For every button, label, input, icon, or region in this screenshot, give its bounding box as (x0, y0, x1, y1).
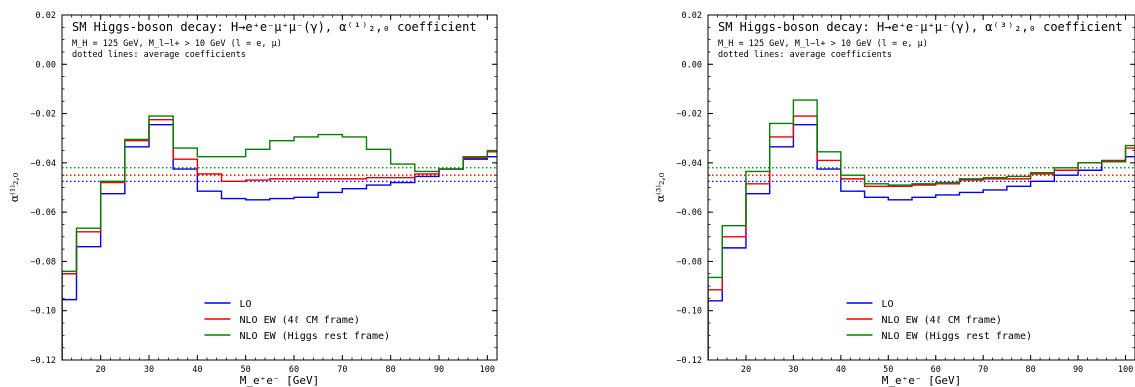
plot-area (708, 99, 1135, 360)
y-tick-label: −0.12 (676, 356, 702, 366)
x-tick-label: 80 (386, 365, 396, 375)
legend-label: LO (240, 299, 252, 310)
series-line (708, 99, 1135, 360)
x-tick-label: 20 (741, 365, 751, 375)
x-tick-label: 80 (1025, 365, 1035, 375)
x-tick-label: 90 (434, 365, 444, 375)
x-tick-label: 40 (192, 365, 202, 375)
y-tick-label: −0.08 (676, 257, 702, 267)
legend-label: NLO EW (Higgs rest frame) (882, 331, 1033, 342)
y-tick-label: 0.00 (682, 60, 702, 70)
x-tick-label: 90 (1073, 365, 1083, 375)
chart-subtitle: M_H = 125 GeV, M_l−l+ > 10 GeV (l = e, μ… (72, 39, 282, 49)
chart-panel-2: −0.12 −0.10 −0.08 −0.06 −0.04 −0.02 0.00 0.02 20… (654, 11, 1135, 387)
series-line (62, 115, 497, 360)
legend-label: NLO EW (Higgs rest frame) (240, 331, 391, 342)
x-axis-label: M_e⁺e⁻ [GeV] (882, 374, 961, 387)
y-tick-label: −0.10 (676, 307, 702, 317)
y-tick-label: 0.02 (682, 11, 702, 21)
legend-label: LO (882, 299, 894, 310)
plot-frame (61, 14, 498, 361)
x-tick-label: 100 (480, 365, 495, 375)
chart-title: SM Higgs-boson decay: H→e⁺e⁻μ⁺μ⁻(γ), α⁽³… (718, 20, 1123, 34)
chart-panel-1: −0.12 −0.10 −0.08 −0.06 −0.04 −0.02 0.00 0.02 20… (8, 11, 498, 387)
x-tick-label: 70 (978, 365, 988, 375)
y-tick-label: −0.04 (30, 159, 56, 169)
y-tick-label: −0.04 (676, 159, 702, 169)
x-tick-label: 30 (788, 365, 798, 375)
x-axis-label: M_e⁺e⁻ [GeV] (240, 374, 319, 387)
y-tick-label: −0.02 (30, 110, 56, 120)
x-tick-label: 60 (289, 365, 299, 375)
chart-subtitle: dotted lines: average coefficients (718, 50, 892, 60)
legend-label: NLO EW (4ℓ CM frame) (882, 315, 1002, 326)
y-tick-label: −0.08 (30, 257, 56, 267)
x-tick-label: 100 (1118, 365, 1133, 375)
y-tick-label: 0.02 (36, 11, 56, 21)
x-tick-label: 50 (241, 365, 251, 375)
x-tick-label: 70 (337, 365, 347, 375)
y-axis-label: α⁽³⁾₂,₀ (654, 172, 667, 202)
y-tick-label: −0.02 (676, 110, 702, 120)
y-tick-label: 0.00 (36, 60, 56, 70)
x-tick-label: 50 (883, 365, 893, 375)
y-axis-label: α⁽¹⁾₂,₀ (8, 172, 21, 202)
legend: LO NLO EW (4ℓ CM frame) NLO EW (Higgs rest… (204, 299, 391, 342)
chart-title: SM Higgs-boson decay: H→e⁺e⁻μ⁺μ⁻(γ), α⁽¹… (72, 20, 477, 34)
y-tick-label: −0.10 (30, 307, 56, 317)
x-tick-label: 60 (931, 365, 941, 375)
x-tick-label: 40 (836, 365, 846, 375)
y-tick-label: −0.12 (30, 356, 56, 366)
plot-frame (707, 14, 1135, 361)
legend-label: NLO EW (4ℓ CM frame) (240, 315, 360, 326)
x-tick-label: 20 (96, 365, 106, 375)
chart-subtitle: dotted lines: average coefficients (72, 50, 246, 60)
x-tick-label: 30 (144, 365, 154, 375)
plot-area (62, 115, 497, 360)
legend: LO NLO EW (4ℓ CM frame) NLO EW (Higgs rest… (846, 299, 1033, 342)
chart-subtitle: M_H = 125 GeV, M_l−l+ > 10 GeV (l = e, μ… (718, 39, 928, 49)
y-tick-label: −0.06 (30, 208, 56, 218)
y-tick-label: −0.06 (676, 208, 702, 218)
series-line (62, 119, 497, 360)
